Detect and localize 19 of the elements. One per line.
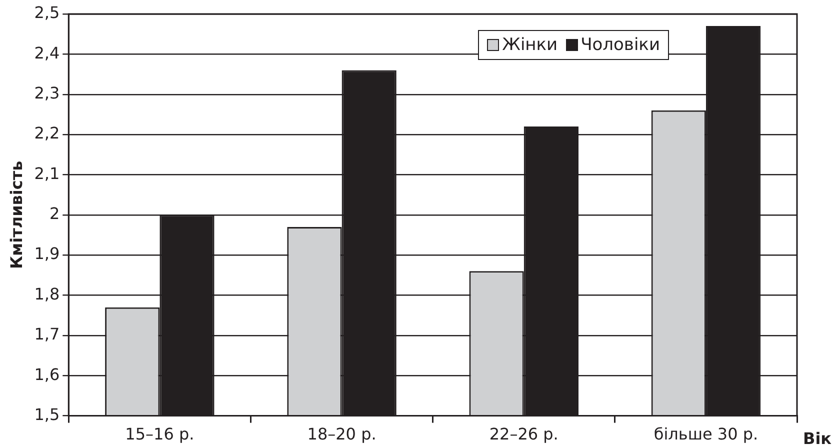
y-tick-label: 1,9 — [34, 244, 60, 264]
y-tick-label: 2,2 — [34, 124, 60, 143]
y-tick-label: 2,4 — [34, 43, 60, 62]
y-tick-label: 2,1 — [34, 164, 60, 183]
x-axis-title: Вік — [803, 428, 832, 448]
y-tick-label: 2,3 — [34, 84, 60, 103]
x-tick-label: 15–16 р. — [125, 424, 194, 444]
y-axis-title: Кмітливість — [6, 160, 26, 270]
y-tick-label: 2,5 — [34, 3, 60, 22]
legend-label: Чоловіки — [580, 35, 660, 55]
y-tick-label: 2 — [49, 204, 60, 224]
x-tick-label: 22–26 р. — [489, 424, 558, 444]
y-tick-label: 1,7 — [34, 324, 60, 344]
y-tick-label: 1,8 — [34, 284, 60, 304]
y-tick-label: 1,6 — [34, 364, 60, 384]
y-tick-label: 1,5 — [34, 404, 60, 424]
legend-label: Жінки — [502, 35, 558, 55]
x-tick-label: 18–20 р. — [307, 424, 376, 444]
x-tick-label: більше 30 р. — [654, 424, 758, 444]
